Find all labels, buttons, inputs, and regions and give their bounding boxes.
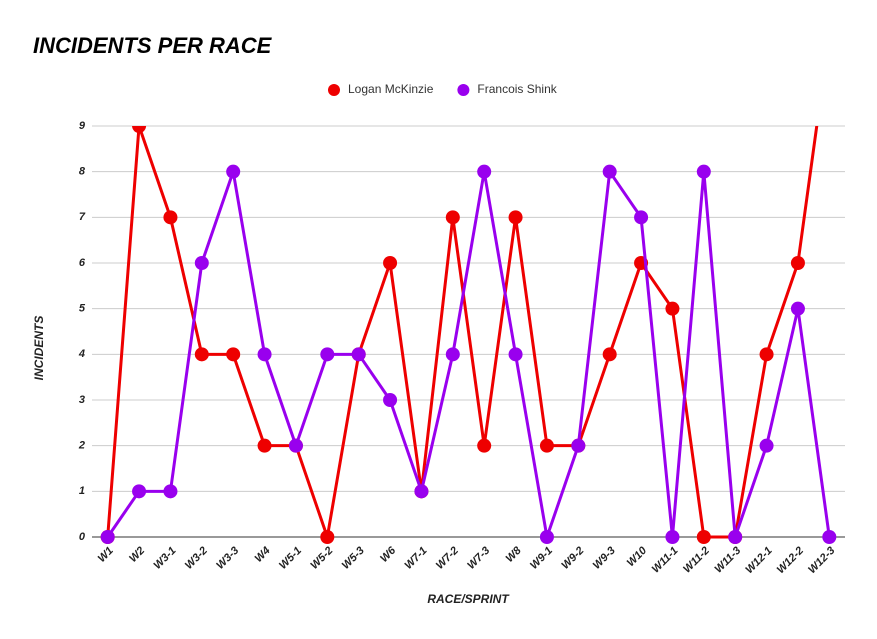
data-point [163,484,178,499]
x-tick-label: W3-1 [152,545,179,572]
data-point [539,530,554,544]
y-tick-label: 1 [79,485,85,497]
data-point [790,301,805,316]
y-tick-label: 6 [79,257,86,269]
x-tick-label: W5-1 [277,545,304,572]
data-point [696,530,711,544]
y-tick-label: 4 [78,348,85,360]
data-point [257,347,272,362]
x-tick-label: W12-3 [806,545,837,576]
series-line [106,167,831,538]
data-point [759,347,774,362]
data-point [728,530,743,544]
y-tick-label: 7 [79,211,86,223]
x-tick-label: W1 [96,545,116,565]
data-point [477,438,492,453]
data-point [665,530,680,544]
data-point [634,210,649,225]
legend-marker [457,84,470,96]
x-tick-label: W5-3 [340,545,367,572]
y-axis-title: INCIDENTS [32,316,46,381]
data-point [445,347,460,362]
chart-title: INCIDENTS PER RACE [33,33,273,58]
x-tick-label: W5-2 [308,545,335,572]
data-point [132,126,147,133]
data-point [665,301,680,316]
x-tick-label: W9-2 [559,545,586,572]
data-point [226,164,241,179]
y-tick-label: 2 [78,440,85,452]
data-point [383,256,398,270]
y-tick-label: 8 [79,166,86,178]
data-point [257,438,272,453]
x-tick-label: W9-1 [528,545,555,572]
x-tick-label: W10 [625,544,650,569]
data-point [508,210,523,225]
data-point [320,530,335,544]
x-tick-label: W7-2 [434,545,461,572]
data-point [759,438,774,453]
data-point [822,28,836,42]
data-point [320,347,335,362]
series-line [106,126,819,539]
data-point [194,347,209,362]
data-point [226,347,241,362]
legend-label: Francois Shink [477,82,557,96]
data-point [790,256,805,270]
data-point [822,530,837,544]
y-tick-label: 9 [79,120,86,132]
data-point [100,530,115,544]
x-tick-label: W7-1 [403,545,430,572]
x-tick-label: W11-2 [681,545,712,576]
x-tick-label: W11-3 [713,545,744,576]
data-point [383,393,398,407]
x-tick-label: W8 [504,544,525,565]
data-point [602,347,617,362]
data-point [351,347,366,362]
x-tick-label: W12-1 [743,545,774,576]
y-tick-label: 0 [79,531,86,543]
y-tick-label: 5 [79,303,86,315]
x-tick-label: W12-2 [775,545,806,576]
data-point [602,164,617,179]
x-tick-label: W3-2 [183,545,210,572]
data-point [696,164,711,179]
x-tick-label: W6 [378,544,399,565]
data-point [571,438,586,453]
data-point [414,484,429,499]
x-tick-label: W7-3 [465,545,492,572]
data-point [288,438,303,453]
x-tick-label: W11-1 [650,545,681,576]
data-point [508,347,523,362]
x-tick-label: W2 [127,545,147,565]
x-axis-title: RACE/SPRINT [427,592,510,606]
y-tick-label: 3 [79,394,85,406]
x-tick-label: W3-3 [214,545,241,572]
data-point [445,210,460,225]
data-point [539,438,554,453]
data-point [194,256,209,270]
legend: Logan McKinzie Francois Shink [328,82,558,96]
x-tick-label: W4 [253,545,273,565]
data-point [132,484,147,499]
legend-marker [328,84,340,96]
data-point [163,210,178,225]
legend-label: Logan McKinzie [348,82,434,96]
x-tick-label: W9-3 [591,545,618,572]
data-point [477,164,492,179]
plot-area [100,28,837,544]
